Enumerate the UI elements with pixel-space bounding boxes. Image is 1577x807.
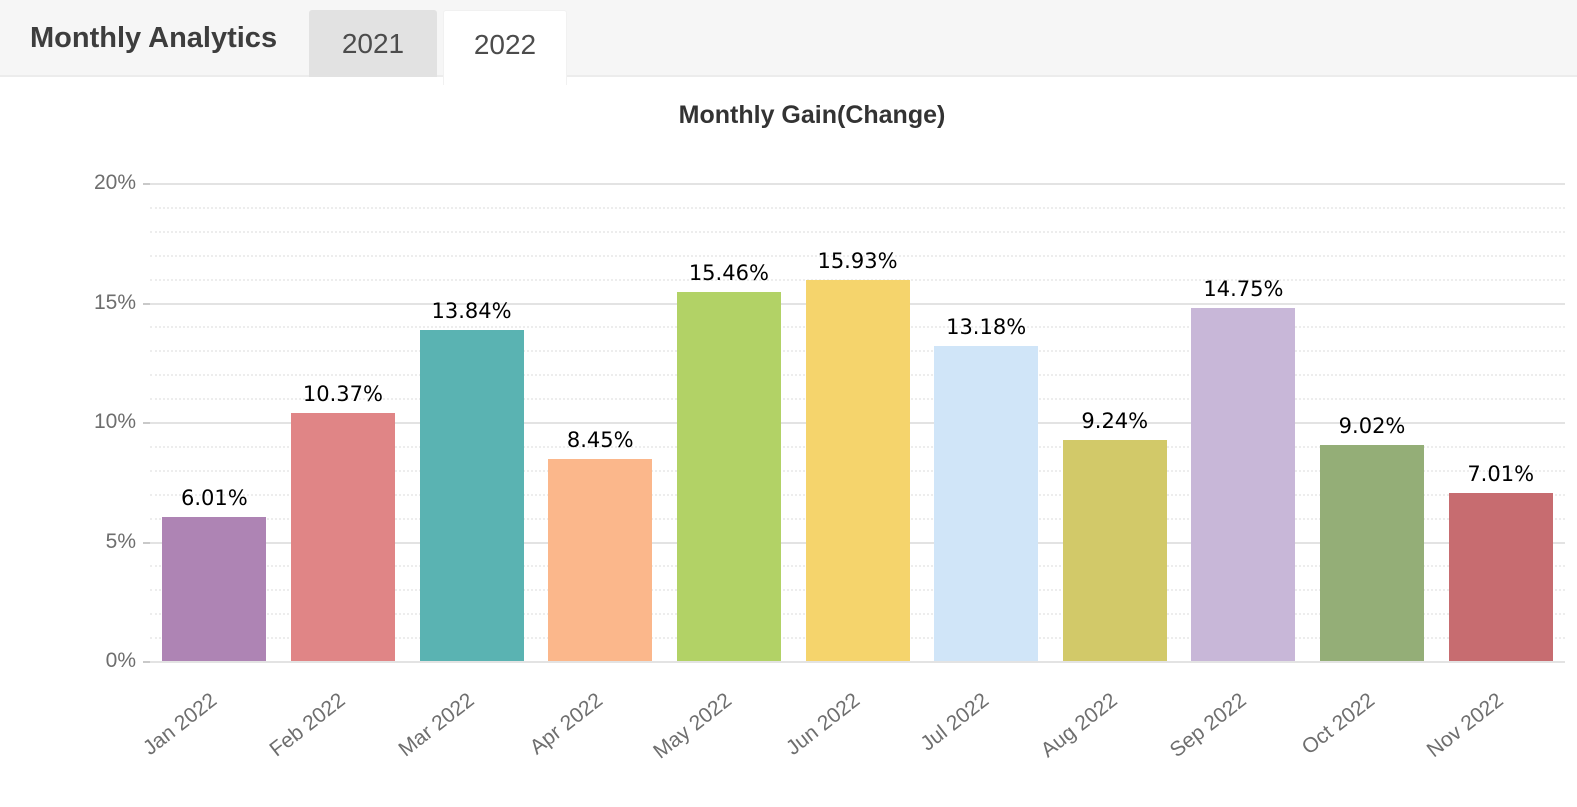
y-axis-tick-label: 5% <box>105 529 136 553</box>
page-title: Monthly Analytics <box>30 22 278 54</box>
tab-2022[interactable]: 2022 <box>443 10 567 85</box>
bar-value-label: 10.37% <box>302 382 383 407</box>
tab-2021[interactable]: 2021 <box>309 10 437 77</box>
y-axis-tick-label: 0% <box>105 649 136 672</box>
x-axis-tick-label: Nov 2022 <box>1422 688 1508 763</box>
bar-nov-2022[interactable] <box>1448 493 1553 661</box>
y-axis-tick <box>143 661 150 663</box>
bar-oct-2022[interactable] <box>1320 445 1425 661</box>
minor-gridline <box>150 230 1565 233</box>
bar-mar-2022[interactable] <box>419 330 524 661</box>
bar-jan-2022[interactable] <box>162 517 267 661</box>
x-axis-tick-label: Jun 2022 <box>782 688 865 760</box>
bar-feb-2022[interactable] <box>290 413 395 661</box>
x-axis-tick-label: Feb 2022 <box>265 688 350 762</box>
plot-area: 6.01% 10.37% 13.84% 8.45% 15.46% 15.93% 13.18%… <box>150 183 1565 663</box>
y-axis-tick-label: 15% <box>93 290 136 314</box>
bar-sep-2022[interactable] <box>1191 308 1296 661</box>
bar-value-label: 13.84% <box>431 299 512 324</box>
header-bar: Monthly Analytics 2021 2022 <box>0 0 1577 85</box>
x-axis-tick-label: May 2022 <box>648 688 736 764</box>
major-gridline <box>150 661 1565 663</box>
y-axis-tick <box>143 422 150 424</box>
bar-value-label: 8.45% <box>566 428 634 453</box>
bar-may-2022[interactable] <box>676 291 781 661</box>
x-axis-tick-label: Jan 2022 <box>138 688 222 760</box>
major-gridline <box>150 183 1565 185</box>
bar-value-label: 13.18% <box>946 315 1027 339</box>
bar-value-label: 7.01% <box>1467 462 1535 487</box>
bar-value-label: 9.02% <box>1338 414 1406 439</box>
y-axis-tick-label: 20% <box>93 171 136 194</box>
bar-aug-2022[interactable] <box>1062 440 1167 661</box>
y-axis-tick <box>143 183 150 185</box>
y-axis-tick <box>143 302 150 305</box>
bar-value-label: 9.24% <box>1081 409 1149 434</box>
bar-value-label: 15.93% <box>817 249 898 274</box>
y-axis-tick <box>143 541 150 544</box>
x-axis-tick-label: Jul 2022 <box>916 688 993 756</box>
bar-value-label: 15.46% <box>688 260 769 285</box>
x-axis-tick-label: Apr 2022 <box>525 688 608 760</box>
bar-jul-2022[interactable] <box>934 346 1039 661</box>
chart-title: Monthly Gain(Change) <box>678 101 946 129</box>
y-axis-tick-label: 10% <box>93 410 136 433</box>
bar-apr-2022[interactable] <box>548 459 653 661</box>
bar-value-label: 6.01% <box>180 486 248 511</box>
minor-gridline <box>150 278 1565 281</box>
x-axis-tick-label: Sep 2022 <box>1165 688 1251 763</box>
minor-gridline <box>150 206 1565 209</box>
monthly-gain-chart: Monthly Gain(Change) 6.01% 10.37% 13.84% 8.… <box>0 79 1577 807</box>
x-axis-tick-label: Mar 2022 <box>394 688 479 762</box>
x-axis-tick-label: Aug 2022 <box>1036 688 1122 763</box>
bar-jun-2022[interactable] <box>805 280 910 661</box>
x-axis-tick-label: Oct 2022 <box>1297 688 1379 760</box>
bar-value-label: 14.75% <box>1203 277 1284 302</box>
minor-gridline <box>150 254 1565 257</box>
